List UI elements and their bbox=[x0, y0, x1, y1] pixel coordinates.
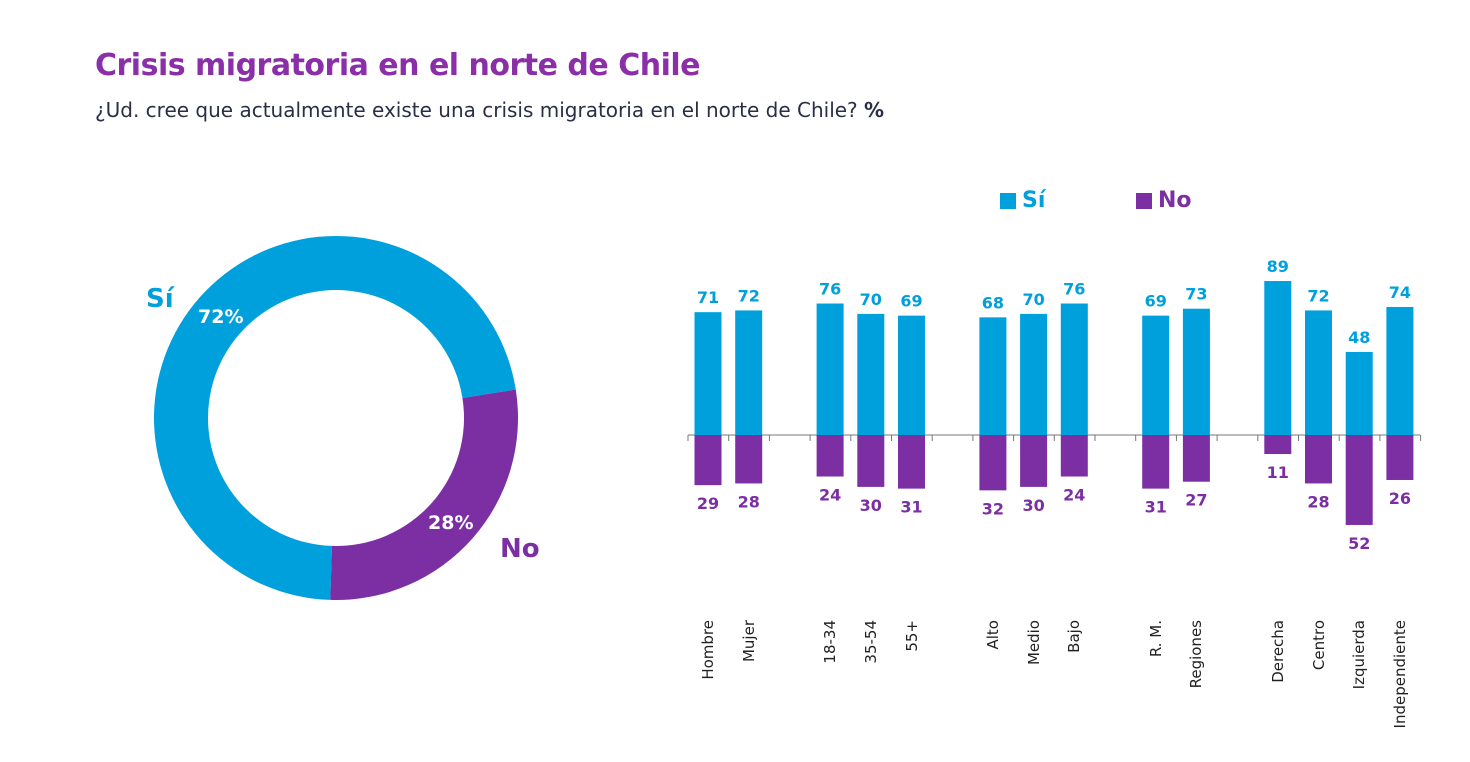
bar-no-11 bbox=[1305, 435, 1332, 484]
data-label-si: 74 bbox=[1389, 283, 1411, 302]
data-label-si: 72 bbox=[738, 286, 760, 305]
data-label-si: 73 bbox=[1185, 285, 1207, 304]
bar-si-5 bbox=[979, 317, 1007, 435]
data-label-no: 24 bbox=[819, 486, 841, 505]
category-label: Alto bbox=[983, 620, 1002, 650]
bar-si-8 bbox=[1142, 315, 1170, 435]
bar-no-7 bbox=[1060, 435, 1088, 477]
data-label-no: 27 bbox=[1185, 491, 1207, 510]
data-label-si: 76 bbox=[1063, 280, 1085, 299]
data-label-no: 52 bbox=[1348, 534, 1370, 553]
bar-no-13 bbox=[1386, 435, 1414, 480]
donut-label-no: No bbox=[500, 534, 540, 564]
bar-si-4 bbox=[898, 315, 925, 435]
legend-label-no: No bbox=[1158, 188, 1192, 213]
data-label-no: 32 bbox=[982, 499, 1004, 518]
bar-no-6 bbox=[1020, 435, 1048, 487]
data-label-si: 76 bbox=[819, 280, 841, 299]
category-label: 18-34 bbox=[821, 620, 840, 664]
category-label: Centro bbox=[1309, 620, 1328, 671]
bar-no-12 bbox=[1345, 435, 1373, 525]
data-label-no: 26 bbox=[1389, 489, 1411, 508]
category-label: Medio bbox=[1024, 620, 1043, 666]
data-label-si: 89 bbox=[1267, 257, 1289, 276]
category-label: 35-54 bbox=[861, 620, 880, 664]
data-label-no: 31 bbox=[1145, 498, 1167, 517]
legend-swatch-no bbox=[1136, 192, 1152, 209]
legend-label-si: Sí bbox=[1022, 188, 1046, 213]
donut-value-si: 72% bbox=[198, 306, 243, 328]
data-label-si: 70 bbox=[1022, 290, 1044, 309]
bar-si-11 bbox=[1305, 310, 1332, 435]
bar-si-3 bbox=[857, 313, 885, 435]
category-label: Izquierda bbox=[1350, 620, 1369, 690]
bar-si-7 bbox=[1060, 303, 1088, 435]
bar-no-2 bbox=[816, 435, 844, 477]
bar-no-4 bbox=[898, 435, 925, 489]
bar-si-0 bbox=[694, 312, 722, 435]
legend-swatch-si bbox=[1000, 192, 1016, 209]
category-label: Independiente bbox=[1390, 620, 1409, 729]
category-label: Derecha bbox=[1268, 620, 1287, 683]
bar-si-6 bbox=[1020, 313, 1048, 435]
data-label-no: 29 bbox=[697, 494, 719, 513]
data-label-si: 72 bbox=[1307, 286, 1329, 305]
data-label-si: 70 bbox=[860, 290, 882, 309]
data-label-no: 24 bbox=[1063, 486, 1085, 505]
category-label: Hombre bbox=[699, 620, 717, 680]
question-text: ¿Ud. cree que actualmente existe una cri… bbox=[95, 98, 858, 122]
bar-si-9 bbox=[1182, 308, 1210, 435]
data-label-si: 68 bbox=[982, 293, 1004, 312]
bar-si-13 bbox=[1386, 306, 1414, 435]
page-subtitle: ¿Ud. cree que actualmente existe una cri… bbox=[95, 98, 884, 122]
category-label: Regiones bbox=[1187, 620, 1206, 689]
donut-label-si: Sí bbox=[146, 284, 176, 314]
bar-no-10 bbox=[1264, 435, 1292, 455]
bar-no-5 bbox=[979, 435, 1007, 491]
bar-si-2 bbox=[816, 303, 844, 435]
donut-value-no: 28% bbox=[428, 512, 473, 534]
data-label-no: 11 bbox=[1267, 463, 1289, 482]
data-label-no: 28 bbox=[738, 492, 760, 511]
data-label-si: 71 bbox=[697, 288, 719, 307]
bar-no-8 bbox=[1142, 435, 1170, 489]
donut-slice-no bbox=[330, 389, 518, 601]
data-label-si: 69 bbox=[1145, 292, 1167, 311]
bar-si-1 bbox=[735, 310, 763, 435]
page-title: Crisis migratoria en el norte de Chile bbox=[95, 48, 700, 83]
data-label-no: 30 bbox=[1022, 496, 1044, 515]
category-label: Bajo bbox=[1065, 620, 1084, 653]
data-label-no: 31 bbox=[900, 498, 922, 517]
bar-si-12 bbox=[1345, 351, 1373, 435]
data-label-si: 69 bbox=[900, 292, 922, 311]
data-label-si: 48 bbox=[1348, 328, 1370, 347]
bar-si-10 bbox=[1264, 281, 1292, 435]
unit-label: % bbox=[864, 98, 885, 122]
legend-item-si: Sí bbox=[1000, 188, 1045, 213]
bar-no-1 bbox=[735, 435, 763, 484]
data-label-no: 28 bbox=[1307, 492, 1329, 511]
category-label: R. M. bbox=[1146, 620, 1165, 658]
bar-no-3 bbox=[857, 435, 885, 487]
legend-item-no: No bbox=[1136, 188, 1192, 213]
data-label-no: 30 bbox=[860, 496, 882, 515]
category-label: 55+ bbox=[902, 620, 921, 652]
bar-no-9 bbox=[1182, 435, 1210, 482]
bar-no-0 bbox=[694, 435, 722, 486]
category-label: Mujer bbox=[739, 620, 758, 663]
donut-slice-si bbox=[154, 236, 516, 600]
